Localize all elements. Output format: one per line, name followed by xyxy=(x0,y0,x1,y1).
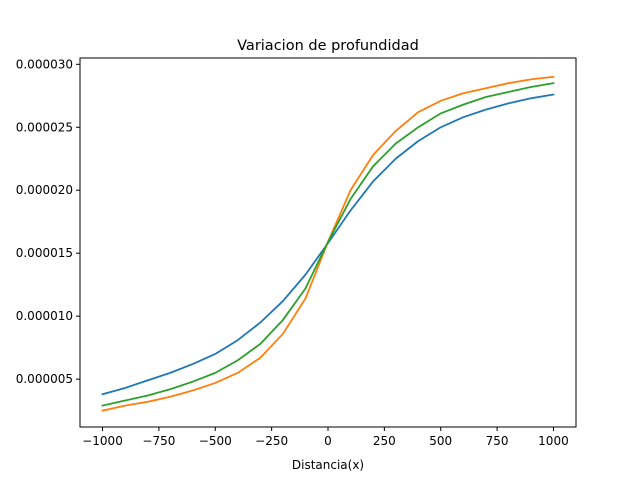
y-tick-label: 0.000025 xyxy=(16,120,73,134)
x-tick-label: 0 xyxy=(324,434,332,448)
y-tick-label: 0.000020 xyxy=(16,183,73,197)
y-tick-label: 0.000010 xyxy=(16,309,73,323)
x-tick-label: −500 xyxy=(199,434,232,448)
y-tick-label: 0.000015 xyxy=(16,246,73,260)
x-tick-label: 250 xyxy=(373,434,396,448)
y-ticks: 0.000005 0.000010 0.000015 0.000020 0.000025… xyxy=(16,57,80,386)
x-tick-label: 500 xyxy=(429,434,452,448)
y-tick-label: 0.000030 xyxy=(16,57,73,71)
y-tick-label: 0.000005 xyxy=(16,372,73,386)
series-line-1 xyxy=(101,93,555,396)
x-axis-label: Distancia(x) xyxy=(292,458,364,472)
series-layer xyxy=(101,75,555,412)
chart-title: Variacion de profundidad xyxy=(237,38,419,54)
x-ticks: −1000 −750 −500 −250 0 250 500 750 1000 xyxy=(82,427,569,448)
x-tick-label: −750 xyxy=(142,434,175,448)
x-tick-label: −250 xyxy=(255,434,288,448)
x-tick-label: −1000 xyxy=(82,434,123,448)
x-tick-label: 750 xyxy=(486,434,509,448)
x-tick-label: 1000 xyxy=(538,434,569,448)
series-line-3 xyxy=(101,82,555,407)
